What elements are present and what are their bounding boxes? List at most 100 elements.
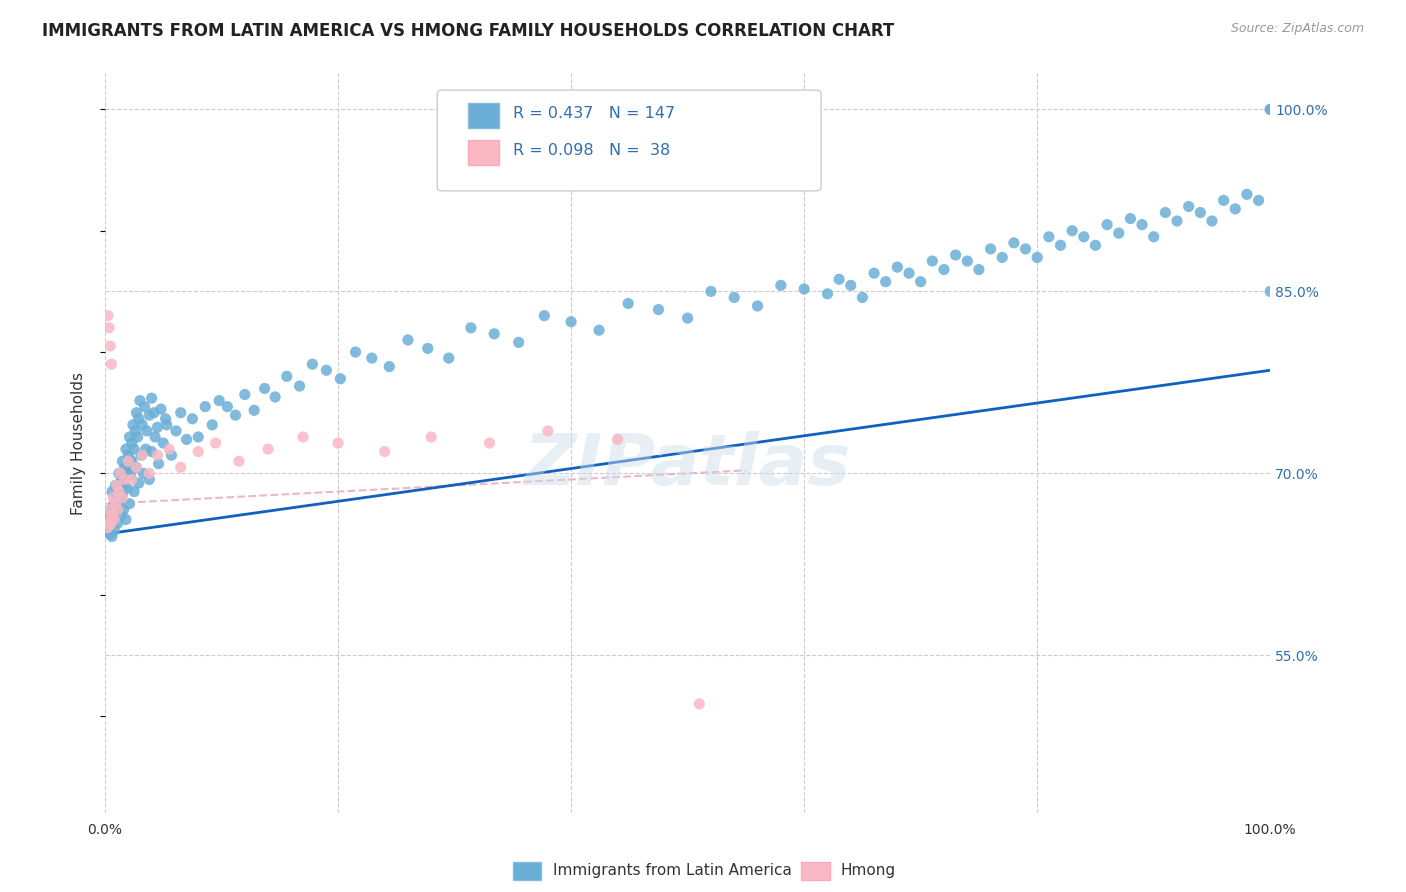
Point	[676, 311, 699, 326]
Point	[98, 320, 121, 334]
Point	[187, 444, 209, 458]
Point	[129, 448, 152, 462]
Point	[1049, 238, 1071, 252]
Point	[1143, 229, 1166, 244]
Point	[118, 497, 141, 511]
Point	[378, 359, 401, 374]
Point	[129, 393, 152, 408]
Text: Hmong: Hmong	[841, 863, 896, 878]
Point	[108, 467, 131, 481]
Point	[142, 406, 165, 420]
Point	[228, 454, 250, 468]
Point	[537, 424, 560, 438]
Point	[141, 391, 163, 405]
Point	[121, 473, 143, 487]
Point	[98, 339, 121, 353]
Point	[114, 473, 136, 487]
Point	[111, 454, 134, 468]
Point	[103, 497, 125, 511]
Point	[97, 309, 120, 323]
Point	[98, 521, 121, 535]
Point	[97, 508, 120, 523]
Point	[128, 476, 150, 491]
Point	[115, 442, 138, 457]
Point	[204, 436, 226, 450]
Point	[1002, 235, 1025, 250]
Point	[131, 448, 153, 462]
Point	[96, 521, 118, 535]
Point	[201, 417, 224, 432]
Point	[1026, 251, 1049, 265]
Point	[104, 505, 127, 519]
Point	[100, 517, 122, 532]
Point	[101, 500, 124, 515]
Point	[138, 467, 160, 481]
Point	[124, 424, 146, 438]
Point	[1084, 238, 1107, 252]
Point	[1177, 199, 1199, 213]
Point	[1038, 229, 1060, 244]
Point	[1130, 218, 1153, 232]
Text: R = 0.098   N =  38: R = 0.098 N = 38	[513, 144, 671, 158]
Point	[910, 275, 932, 289]
Point	[1154, 205, 1177, 219]
Point	[208, 393, 231, 408]
Point	[111, 491, 134, 505]
Point	[143, 430, 166, 444]
Point	[146, 420, 169, 434]
Point	[122, 442, 145, 457]
Text: IMMIGRANTS FROM LATIN AMERICA VS HMONG FAMILY HOUSEHOLDS CORRELATION CHART: IMMIGRANTS FROM LATIN AMERICA VS HMONG F…	[42, 22, 894, 40]
Point	[243, 403, 266, 417]
Point	[108, 491, 131, 505]
Point	[105, 478, 128, 492]
Point	[396, 333, 419, 347]
Point	[103, 512, 125, 526]
Point	[101, 491, 124, 505]
Point	[138, 408, 160, 422]
Point	[898, 266, 921, 280]
Point	[149, 402, 172, 417]
Point	[276, 369, 298, 384]
Point	[120, 468, 142, 483]
Point	[769, 278, 792, 293]
Point	[374, 444, 396, 458]
Point	[110, 508, 132, 523]
Point	[156, 417, 179, 432]
Point	[107, 516, 129, 530]
Point	[932, 262, 955, 277]
Point	[125, 460, 148, 475]
Point	[111, 487, 134, 501]
Point	[108, 467, 131, 481]
Point	[104, 478, 127, 492]
Point	[120, 454, 142, 468]
Point	[508, 335, 530, 350]
Point	[980, 242, 1002, 256]
Point	[135, 442, 157, 457]
Point	[105, 503, 128, 517]
Point	[108, 498, 131, 512]
Point	[98, 503, 121, 517]
Point	[152, 436, 174, 450]
Point	[217, 400, 239, 414]
Point	[588, 323, 610, 337]
Point	[828, 272, 851, 286]
Point	[606, 433, 628, 447]
Point	[101, 529, 124, 543]
Point	[257, 442, 280, 457]
Point	[146, 448, 169, 462]
Point	[921, 254, 943, 268]
Text: R = 0.437   N = 147: R = 0.437 N = 147	[513, 106, 675, 120]
Point	[115, 467, 138, 481]
Point	[157, 442, 180, 457]
Text: Source: ZipAtlas.com: Source: ZipAtlas.com	[1230, 22, 1364, 36]
Point	[107, 503, 129, 517]
Point	[103, 524, 125, 538]
Point	[292, 430, 315, 444]
Point	[114, 460, 136, 475]
Point	[617, 296, 640, 310]
Point	[134, 400, 156, 414]
Point	[723, 290, 745, 304]
Point	[1201, 214, 1223, 228]
Point	[1189, 205, 1212, 219]
Point	[100, 503, 122, 517]
